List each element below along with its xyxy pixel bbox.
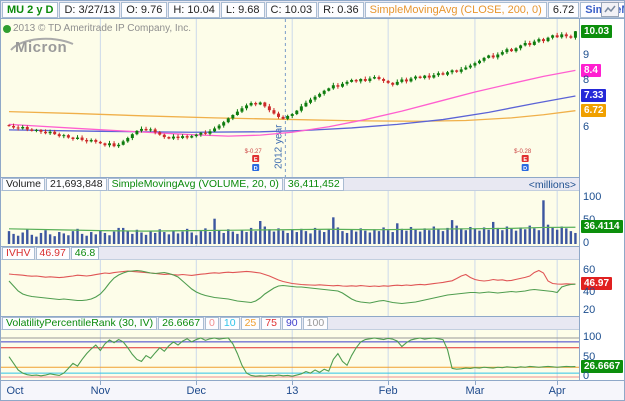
volume-sma-box: 36.4114 (581, 220, 623, 233)
vpr-level-100: 100 (302, 316, 329, 330)
svg-text:D: D (254, 166, 258, 172)
ivhv-tick-40: 40 (583, 286, 596, 298)
time-axis-label-feb: Feb (378, 385, 398, 397)
volume-value-cell: 21,693,848 (46, 177, 107, 191)
time-axis-label-dec: Dec (186, 385, 207, 397)
vpr-level-25: 25 (240, 316, 261, 330)
svg-text:E: E (523, 157, 527, 163)
time-axis-tick (557, 381, 559, 385)
time-axis-tick (292, 381, 294, 385)
time-axis-tick (388, 381, 390, 385)
vpr-header-strip: VolatilityPercentileRank (30, IV) 26.666… (1, 316, 579, 330)
vpr-chart-area[interactable] (1, 330, 579, 380)
price-tick-9: 9 (583, 49, 590, 61)
last-price-box: 10.03 (581, 25, 613, 38)
iv-value-box: 46.97 (581, 277, 613, 290)
open-cell: O: 9.76 (121, 1, 168, 18)
time-axis-label-oct: Oct (6, 385, 24, 397)
price-tick-8: 8 (583, 74, 590, 86)
volume-panel: Volume 21,693,848 SimpleMovingAvg (VOLUM… (1, 177, 624, 249)
price-axis[interactable]: 10.03 9 8.4 8 7.33 6.72 6 (579, 19, 624, 177)
svg-text:E: E (254, 157, 258, 163)
vpr-level-90: 90 (281, 316, 302, 330)
time-axis-tick (474, 381, 476, 385)
hv-value-cell: 46.8 (70, 246, 100, 260)
vpr-level-75: 75 (261, 316, 281, 330)
volume-sma-value-cell: 36,411,452 (283, 177, 344, 191)
high-cell: H: 10.04 (168, 1, 220, 18)
volume-chart-area[interactable] (1, 191, 579, 246)
iv-value-cell: 46.97 (35, 246, 70, 260)
time-axis-label-apr: Apr (548, 385, 566, 397)
price-tick-6: 6 (583, 121, 590, 133)
vpr-value-cell: 26.6667 (158, 316, 205, 330)
svg-text:D: D (523, 166, 527, 172)
volume-units-label: <millions> (528, 179, 576, 191)
svg-text:2012 year: 2012 year (273, 124, 284, 169)
ivhv-tick-20: 20 (583, 304, 596, 316)
ivhv-header-strip: IVHV 46.97 46.8 (1, 246, 579, 260)
close-cell: C: 10.03 (265, 1, 318, 18)
vpr-study-label[interactable]: VolatilityPercentileRank (30, IV) (2, 316, 158, 330)
sma-orange-box: 6.72 (581, 104, 607, 117)
chart-style-icon (604, 5, 616, 13)
vpr-tick-0: 0 (583, 370, 590, 382)
ivhv-chart-area[interactable] (1, 260, 579, 316)
ivhv-axis[interactable]: 60 46.97 40 20 (579, 246, 624, 316)
vpr-panel: VolatilityPercentileRank (30, IV) 26.666… (1, 316, 624, 382)
ivhv-panel: IVHV 46.97 46.8 60 46.97 40 20 (1, 246, 624, 316)
vpr-level-0: 0 (205, 316, 219, 330)
volume-header-strip: Volume 21,693,848 SimpleMovingAvg (VOLUM… (1, 177, 579, 191)
time-axis-tick (100, 381, 102, 385)
range-cell: R: 0.36 (318, 1, 364, 18)
date-cell: D: 3/27/13 (59, 1, 121, 18)
price-chart-area[interactable]: 2012 year $-0.27 E D $-0.28 E D 2013 © TD Amer… (1, 19, 579, 177)
vpr-value-box: 26.6667 (581, 360, 624, 373)
ivhv-study-label[interactable]: IVHV (2, 246, 35, 260)
chart-style-button[interactable] (601, 2, 619, 17)
sma-magenta-box: 8.4 (581, 64, 601, 77)
volume-study-label[interactable]: Volume (2, 177, 46, 191)
volume-sma-study-label[interactable]: SimpleMovingAvg (VOLUME, 20, 0) (107, 177, 283, 191)
symbol-timeframe-cell[interactable]: MU 2 y D (2, 1, 59, 18)
volume-tick-100: 100 (583, 191, 602, 203)
volume-tick-0: 0 (583, 237, 590, 249)
time-axis-label-13: 13 (286, 385, 299, 397)
time-axis-tick (196, 381, 198, 385)
vpr-tick-100: 100 (583, 331, 602, 343)
time-axis-label-mar: Mar (465, 385, 485, 397)
low-cell: L: 9.68 (220, 1, 265, 18)
svg-text:$-0.28: $-0.28 (514, 149, 532, 155)
vpr-level-10: 10 (219, 316, 240, 330)
time-axis-label-nov: Nov (90, 385, 111, 397)
price-panel: 2012 year $-0.27 E D $-0.28 E D 2013 © TD Amer… (1, 19, 624, 177)
sma200-study-label[interactable]: SimpleMovingAvg (CLOSE, 200, 0) (364, 1, 547, 18)
vpr-tick-50: 50 (583, 351, 596, 363)
volume-axis[interactable]: 100 50 36.4114 0 (579, 177, 624, 249)
svg-text:$-0.27: $-0.27 (245, 149, 263, 155)
sma-blue-box: 7.33 (581, 89, 607, 102)
vpr-axis[interactable]: 100 50 26.6667 0 (579, 316, 624, 382)
sma200-value-cell: 6.72 (547, 1, 580, 18)
ivhv-tick-60: 60 (583, 264, 596, 276)
time-axis[interactable]: Oct Nov Dec 13 Feb Mar Apr (1, 380, 624, 400)
chart-header-bar: MU 2 y D D: 3/27/13 O: 9.76 H: 10.04 L: … (1, 1, 624, 19)
